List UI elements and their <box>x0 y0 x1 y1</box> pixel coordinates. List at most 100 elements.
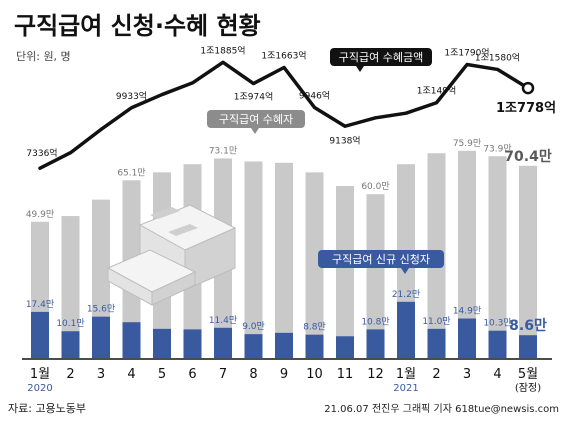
credit-note: 21.06.07 전진우 그래픽 기자 618tue@newsis.com <box>324 403 559 415</box>
applicant-data-label: 10.8만 <box>361 316 389 327</box>
applicant-data-label: 11.0만 <box>422 316 450 327</box>
amount-data-label: 1조1580억 <box>475 51 520 63</box>
x-tick-label: 2 <box>66 367 74 382</box>
beneficiary-bar <box>305 172 324 358</box>
x-tick-label: 7 <box>219 367 227 382</box>
x-tick-label: 10 <box>306 367 323 382</box>
applicant-bar <box>92 316 110 358</box>
applicant-bar <box>61 331 80 358</box>
applicant-callout-pointer <box>401 268 409 274</box>
applicant-data-label: 10.3만 <box>483 318 511 329</box>
applicant-bar <box>397 301 415 358</box>
applicant-data-label: 21.2만 <box>392 289 420 300</box>
beneficiary-data-label: 70.4만 <box>504 149 552 165</box>
applicant-callout-label: 구직급여 신규 신청자 <box>332 253 430 266</box>
applicant-bar <box>366 329 385 358</box>
applicant-bar <box>183 329 202 358</box>
beneficiary-bar <box>366 194 385 358</box>
beneficiary-callout-label: 구직급여 수혜자 <box>219 113 293 126</box>
beneficiary-data-label: 49.9만 <box>26 209 54 220</box>
amount-data-label: 1조1885억 <box>200 44 245 56</box>
amount-data-label: 9138억 <box>329 134 360 146</box>
beneficiary-bar <box>275 162 293 358</box>
beneficiary-callout: 구직급여 수혜자 <box>207 110 305 134</box>
applicant-bar <box>519 335 537 358</box>
beneficiary-data-label: 75.9만 <box>453 138 481 149</box>
applicant-bar <box>244 334 263 358</box>
amount-data-label: 1조778억 <box>496 101 556 116</box>
amount-callout-pointer <box>356 66 364 72</box>
amount-callout: 구직급여 수혜금액 <box>330 48 432 72</box>
applicant-data-label: 15.6만 <box>87 304 115 315</box>
beneficiary-bar <box>244 161 263 358</box>
amount-data-label: 1조1790억 <box>444 47 489 59</box>
x-tick-label: 5월 <box>518 367 538 382</box>
applicant-bar <box>31 311 49 358</box>
applicant-bar <box>214 327 232 358</box>
x-tick-label: 11 <box>337 367 354 382</box>
applicant-callout-box <box>318 250 444 268</box>
x-tick-label: 1월 <box>396 367 416 382</box>
applicant-bar <box>305 334 324 358</box>
amount-line <box>38 60 535 170</box>
x-tick-label: 3 <box>463 367 471 382</box>
x-tick-sublabel: 2020 <box>27 383 52 394</box>
x-tick-label: 5 <box>158 367 166 382</box>
amount-data-label: 9946억 <box>299 89 330 101</box>
amount-labels: 7336억 9933억 1조1885억 1조974억 1조1663억 9946억 9138억… <box>26 44 556 159</box>
beneficiary-callout-box <box>207 110 305 128</box>
source-note: 자료: 고용노동부 <box>8 402 86 415</box>
x-tick-label: 3 <box>97 367 105 382</box>
amount-point <box>521 81 535 95</box>
applicant-bar <box>275 332 293 358</box>
amount-data-label: 1조974억 <box>234 91 273 103</box>
applicant-bars <box>31 301 537 358</box>
beneficiary-bar <box>458 150 476 358</box>
applicant-bar <box>336 336 354 358</box>
beneficiary-bar <box>336 186 354 358</box>
beneficiary-bar <box>519 165 537 358</box>
amount-data-label: 1조149억 <box>417 85 456 97</box>
applicant-data-label: 9.0만 <box>242 321 265 332</box>
beneficiary-bar <box>61 216 80 358</box>
amount-data-label: 9933억 <box>116 90 147 102</box>
amount-callout-label: 구직급여 수혜금액 <box>339 51 423 64</box>
beneficiary-callout-pointer <box>251 128 259 134</box>
applicant-data-label: 17.4만 <box>26 299 54 310</box>
x-tick-label: 9 <box>280 367 288 382</box>
money-stack-illustration <box>106 204 237 306</box>
x-tick-label: 4 <box>493 367 501 382</box>
beneficiary-data-label: 73.9만 <box>483 143 511 154</box>
amount-callout-box <box>330 48 432 66</box>
x-tick-label: 6 <box>188 367 196 382</box>
beneficiary-bar <box>488 156 507 358</box>
applicant-data-label: 10.1만 <box>56 318 84 329</box>
beneficiary-data-label: 60.0만 <box>361 181 389 192</box>
applicant-bar <box>458 318 476 358</box>
x-tick-label: 4 <box>127 367 135 382</box>
applicant-bar <box>488 330 507 358</box>
amount-data-label: 1조1663억 <box>261 49 306 61</box>
applicant-data-label: 8.6만 <box>509 318 547 334</box>
applicant-bar <box>427 328 446 358</box>
applicant-data-label: 11.4만 <box>209 315 237 326</box>
chart-title: 구직급여 신청·수혜 현황 <box>14 12 261 40</box>
x-tick-label: 12 <box>367 367 384 382</box>
amount-data-label: 7336억 <box>26 147 57 159</box>
applicant-bar <box>122 322 141 358</box>
x-tick-label: 2 <box>432 367 440 382</box>
unit-note: 단위: 원, 명 <box>16 50 71 63</box>
x-tick-sublabel: (잠정) <box>515 382 541 394</box>
x-tick-label: 1월 <box>30 367 50 382</box>
beneficiary-data-label: 65.1만 <box>117 167 145 178</box>
x-tick-sublabel: 2021 <box>393 383 418 394</box>
beneficiary-data-label: 73.1만 <box>209 145 237 156</box>
applicant-bar <box>153 328 171 358</box>
applicant-callout: 구직급여 신규 신청자 <box>318 250 444 274</box>
x-tick-label: 8 <box>249 367 257 382</box>
applicant-data-label: 8.8만 <box>303 322 326 333</box>
